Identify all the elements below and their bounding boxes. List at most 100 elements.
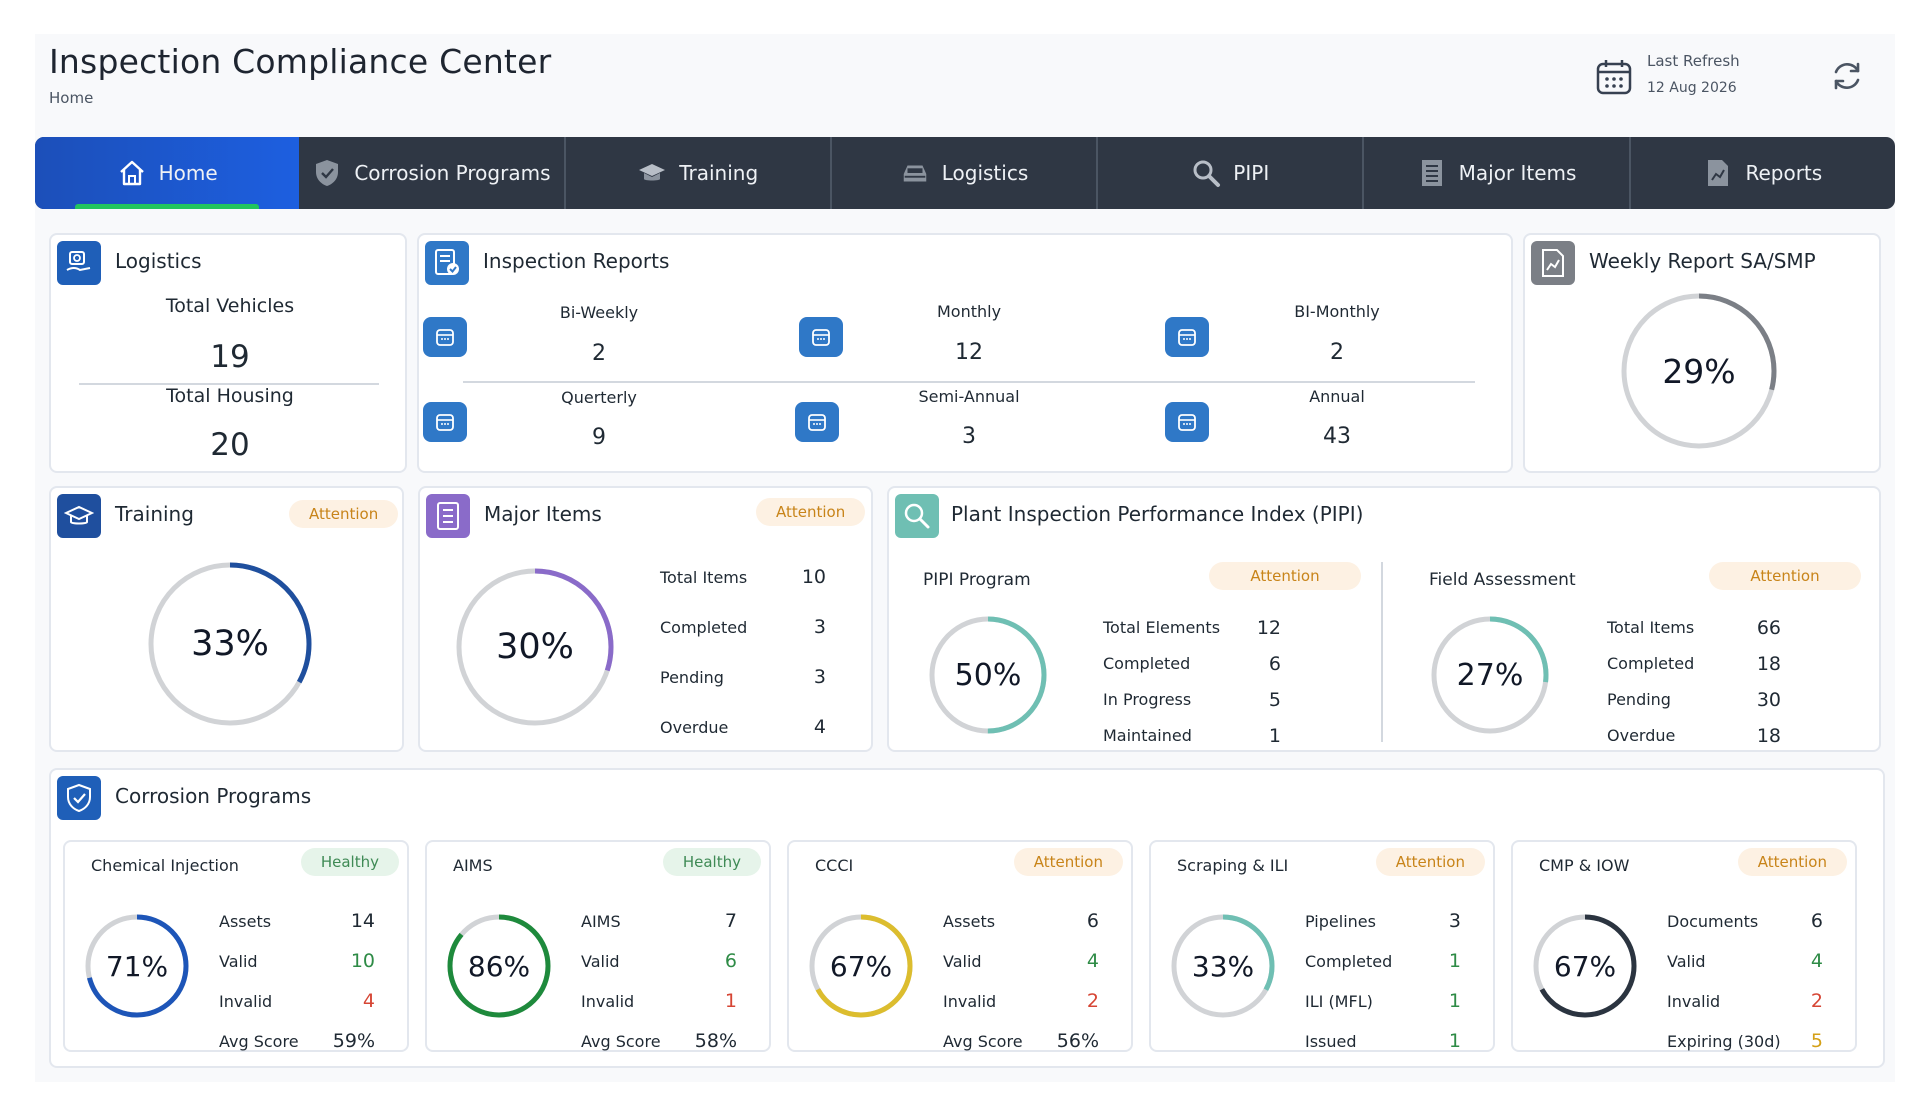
tab-logistics[interactable]: Logistics <box>829 137 1096 209</box>
inspection-reports-card[interactable]: Inspection Reports Bi-Weekly 2 Monthly 1… <box>417 233 1513 473</box>
tab-corrosion-programs[interactable]: Corrosion Programs <box>299 137 563 209</box>
calendar-icon[interactable] <box>799 317 843 357</box>
row-label: Expiring (30d) <box>1667 1032 1781 1051</box>
program-card[interactable]: CMP & IOW Attention 67% Documents 6 Valid 4 Inv… <box>1511 840 1857 1052</box>
calendar-icon[interactable] <box>1165 402 1209 442</box>
report-label: Bi-Weekly <box>559 303 639 322</box>
tab-training[interactable]: Training <box>563 137 830 209</box>
row-value: 5 <box>1810 1030 1823 1052</box>
report-value: 9 <box>592 425 606 450</box>
row-value: 18 <box>1756 653 1781 675</box>
tab-label: Reports <box>1745 161 1823 185</box>
row-label: Completed <box>1305 952 1393 971</box>
pipi-card[interactable]: Plant Inspection Performance Index (PIPI… <box>887 486 1881 752</box>
tab-major-items[interactable]: Major Items <box>1362 137 1628 209</box>
report-value: 2 <box>1330 340 1344 365</box>
ring-progress <box>1533 914 1637 1018</box>
calendar-icon[interactable] <box>423 317 467 357</box>
ring-progress <box>809 914 913 1018</box>
card-title: Plant Inspection Performance Index (PIPI… <box>951 502 1364 526</box>
program-card[interactable]: AIMS Healthy 86% AIMS 7 Valid 6 Invalid 1 Avg Sco… <box>425 840 771 1052</box>
breadcrumb[interactable]: Home <box>49 89 94 107</box>
last-refresh: Last Refresh 12 Aug 2026 <box>1595 44 1895 114</box>
program-title: CCCI <box>815 856 854 875</box>
card-title: Major Items <box>484 502 602 526</box>
progress-ring <box>456 568 614 726</box>
tab-label: Home <box>158 161 218 185</box>
progress-percent: 67% <box>1553 949 1617 983</box>
major-items-card[interactable]: Major Items Attention 30% Total Items 10… <box>418 486 873 752</box>
row-value: 1 <box>1448 1030 1461 1052</box>
row-label: Invalid <box>943 992 997 1011</box>
weekly-report-card[interactable]: Weekly Report SA/SMP 29% <box>1523 233 1881 473</box>
program-card[interactable]: CCCI Attention 67% Assets 6 Valid 4 Invalid 2 Avg… <box>787 840 1133 1052</box>
row-label: Total Items <box>1607 618 1695 637</box>
card-title: Corrosion Programs <box>115 784 312 808</box>
program-title: AIMS <box>453 856 493 875</box>
logistics-card[interactable]: Logistics Total Vehicles 19 Total Housin… <box>49 233 407 473</box>
row-value: 3 <box>1448 910 1461 932</box>
report-label: Querterly <box>561 388 637 407</box>
program-title: Chemical Injection <box>91 856 239 875</box>
progress-percent: 29% <box>1662 351 1736 391</box>
app-frame: Inspection Compliance Center Home Last R… <box>35 34 1895 1082</box>
vehicles-value: 19 <box>210 339 250 375</box>
row-value: 18 <box>1756 725 1781 747</box>
tab-label: Logistics <box>941 161 1029 185</box>
row-value: 2 <box>1810 990 1823 1012</box>
row-value: 66 <box>1756 617 1781 639</box>
row-label: Avg Score <box>581 1032 661 1051</box>
status-badge: Attention <box>1209 562 1361 590</box>
report-value: 12 <box>955 340 983 365</box>
row-value: 3 <box>813 666 826 688</box>
progress-ring <box>1431 616 1549 734</box>
tab-pipi[interactable]: PIPI <box>1096 137 1362 209</box>
card-title: Training <box>115 502 194 526</box>
home-icon <box>117 158 147 188</box>
row-label: Issued <box>1305 1032 1357 1051</box>
row-value: 4 <box>1810 950 1823 972</box>
training-card[interactable]: Training Attention 33% <box>49 486 404 752</box>
row-label: Avg Score <box>219 1032 299 1051</box>
progress-percent: 33% <box>1191 949 1255 983</box>
row-label: Valid <box>219 952 258 971</box>
row-value: 6 <box>724 950 737 972</box>
calendar-icon[interactable] <box>1165 317 1209 357</box>
row-label: Maintained <box>1103 726 1192 745</box>
row-value: 5 <box>1268 689 1281 711</box>
tab-home[interactable]: Home <box>35 137 300 209</box>
row-label: Total Items <box>660 568 748 587</box>
row-value: 58% <box>694 1030 737 1052</box>
divider <box>79 383 379 385</box>
card-title: Inspection Reports <box>483 249 670 273</box>
active-indicator <box>75 204 260 209</box>
program-card[interactable]: Chemical Injection Healthy 71% Assets 14 Vali… <box>63 840 409 1052</box>
tab-reports[interactable]: Reports <box>1628 137 1895 209</box>
ring-progress <box>1431 616 1549 734</box>
row-value: 10 <box>350 950 375 972</box>
calendar-icon[interactable] <box>423 402 467 442</box>
row-label: Overdue <box>1607 726 1676 745</box>
ring-progress <box>148 562 312 726</box>
report-value: 43 <box>1323 424 1351 449</box>
refresh-date: 12 Aug 2026 <box>1647 80 1737 96</box>
refresh-icon[interactable] <box>1829 58 1865 94</box>
progress-ring <box>809 914 913 1018</box>
logistics-icon <box>57 241 101 285</box>
status-badge: Attention <box>289 500 399 528</box>
progress-percent: 33% <box>191 624 269 664</box>
row-label: ILI (MFL) <box>1305 992 1373 1011</box>
row-label: Avg Score <box>943 1032 1023 1051</box>
divider <box>463 381 1475 383</box>
calendar-icon[interactable] <box>795 402 839 442</box>
refresh-label: Last Refresh <box>1647 52 1740 70</box>
program-card[interactable]: Scraping & ILI Attention 33% Pipelines 3 Comp… <box>1149 840 1495 1052</box>
progress-ring <box>148 562 312 726</box>
corrosion-programs-card: Corrosion Programs Chemical Injection Hea… <box>49 768 1885 1068</box>
housing-label: Total Housing <box>166 385 294 407</box>
divider <box>1381 562 1383 742</box>
row-label: Pending <box>660 668 724 687</box>
list-icon <box>426 494 470 538</box>
program-title: CMP & IOW <box>1539 856 1630 875</box>
row-label: Overdue <box>660 718 729 737</box>
